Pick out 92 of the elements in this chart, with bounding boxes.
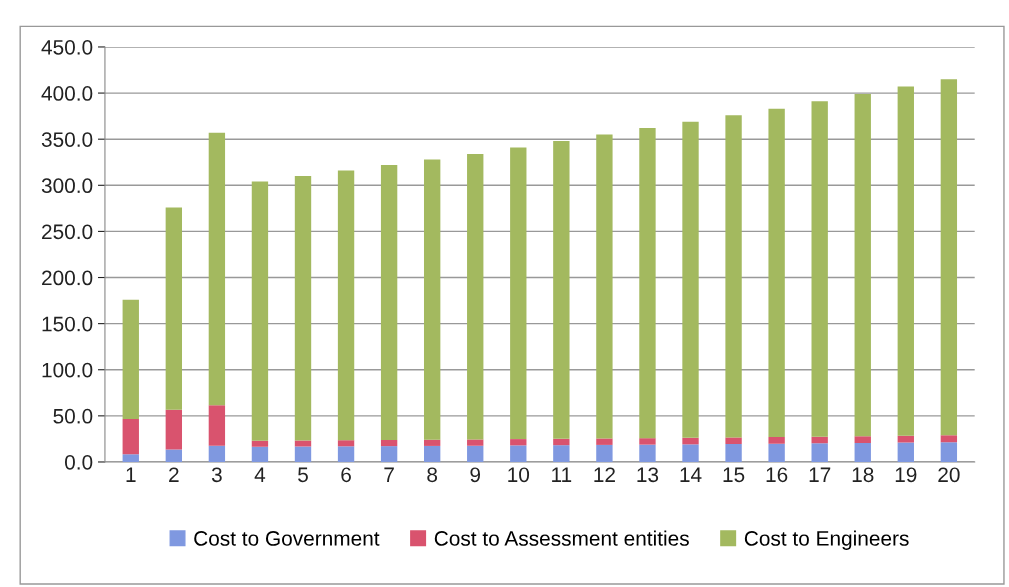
bar (639, 128, 656, 439)
legend-label: Cost to Government (194, 531, 380, 546)
bar (122, 419, 139, 455)
x-tick-label: 8 (427, 467, 438, 483)
bar (380, 440, 398, 447)
y-tick-label: 450.0 (41, 39, 93, 55)
bar (725, 437, 742, 444)
bar (596, 134, 613, 439)
bar (165, 409, 183, 450)
bar (854, 442, 871, 462)
bar (510, 445, 527, 462)
bar (165, 207, 183, 410)
x-tick-label: 18 (852, 467, 874, 483)
x-tick-label: 6 (341, 467, 351, 483)
y-tick-label: 100.0 (42, 362, 93, 378)
y-tick-label: 300.0 (41, 178, 93, 194)
bar (596, 444, 613, 462)
x-tick-label: 11 (552, 467, 572, 482)
bar (294, 440, 312, 447)
x-tick-label: 5 (298, 467, 308, 483)
bar (122, 454, 139, 462)
bar (725, 443, 742, 462)
bar (682, 121, 699, 438)
x-tick-label: 16 (766, 467, 788, 483)
x-tick-label: 12 (594, 467, 615, 482)
bar (940, 79, 958, 436)
bar (251, 446, 269, 462)
y-tick-label: 50.0 (53, 408, 93, 424)
x-tick-label: 19 (895, 467, 917, 483)
legend-label: Cost to Assessment entities (434, 530, 689, 546)
bar (811, 101, 828, 437)
y-tick-label: 250.0 (42, 224, 93, 240)
x-tick-label: 3 (211, 467, 222, 483)
bar (251, 440, 269, 447)
bar (467, 439, 484, 446)
bar (467, 445, 484, 462)
bar (553, 445, 570, 462)
x-tick-label: 10 (508, 467, 530, 483)
x-tick-label: 20 (938, 467, 960, 483)
bar (639, 444, 656, 462)
bar (294, 446, 312, 462)
bar (553, 141, 570, 439)
bar (337, 446, 355, 462)
x-tick-label: 13 (637, 467, 659, 483)
bar (423, 445, 441, 462)
bar (337, 170, 355, 441)
legend-label: Cost to Engineers (744, 530, 909, 550)
bar (423, 439, 441, 446)
bar (380, 446, 398, 462)
bar (639, 438, 656, 445)
x-tick-label: 15 (723, 467, 745, 483)
x-tick-label: 9 (470, 467, 481, 483)
bar (682, 444, 699, 462)
bar (294, 176, 312, 441)
x-tick-label: 17 (809, 467, 831, 482)
bar (380, 165, 398, 441)
x-tick-label: 7 (384, 467, 394, 482)
bar (811, 443, 828, 462)
bar (854, 93, 871, 437)
y-tick-label: 350.0 (41, 132, 93, 147)
bar (897, 442, 914, 462)
bar (423, 159, 441, 440)
x-tick-label: 1 (126, 467, 136, 482)
x-tick-label: 2 (169, 467, 179, 482)
bar (165, 449, 183, 462)
bar (337, 440, 355, 447)
y-tick-label: 200.0 (42, 270, 93, 286)
bar (510, 439, 527, 446)
bar (596, 438, 613, 445)
bar (510, 147, 527, 440)
bar (940, 442, 958, 462)
bar (467, 153, 484, 440)
bar (251, 181, 269, 441)
bar (768, 108, 785, 438)
bar (682, 437, 699, 445)
bar (768, 437, 785, 444)
x-tick-label: 14 (680, 467, 702, 482)
bar (725, 115, 742, 438)
bar (208, 445, 226, 462)
y-tick-label: 0.0 (64, 454, 93, 470)
bar (768, 443, 785, 462)
bar (208, 405, 226, 446)
bar (897, 435, 914, 443)
bar (553, 438, 570, 446)
bar (940, 435, 958, 443)
bar (208, 132, 226, 406)
bar (854, 436, 871, 443)
x-tick-label: 4 (254, 467, 266, 482)
bar (897, 86, 914, 436)
bar (122, 299, 139, 420)
y-tick-label: 150.0 (42, 316, 93, 332)
y-tick-label: 400.0 (41, 86, 93, 101)
